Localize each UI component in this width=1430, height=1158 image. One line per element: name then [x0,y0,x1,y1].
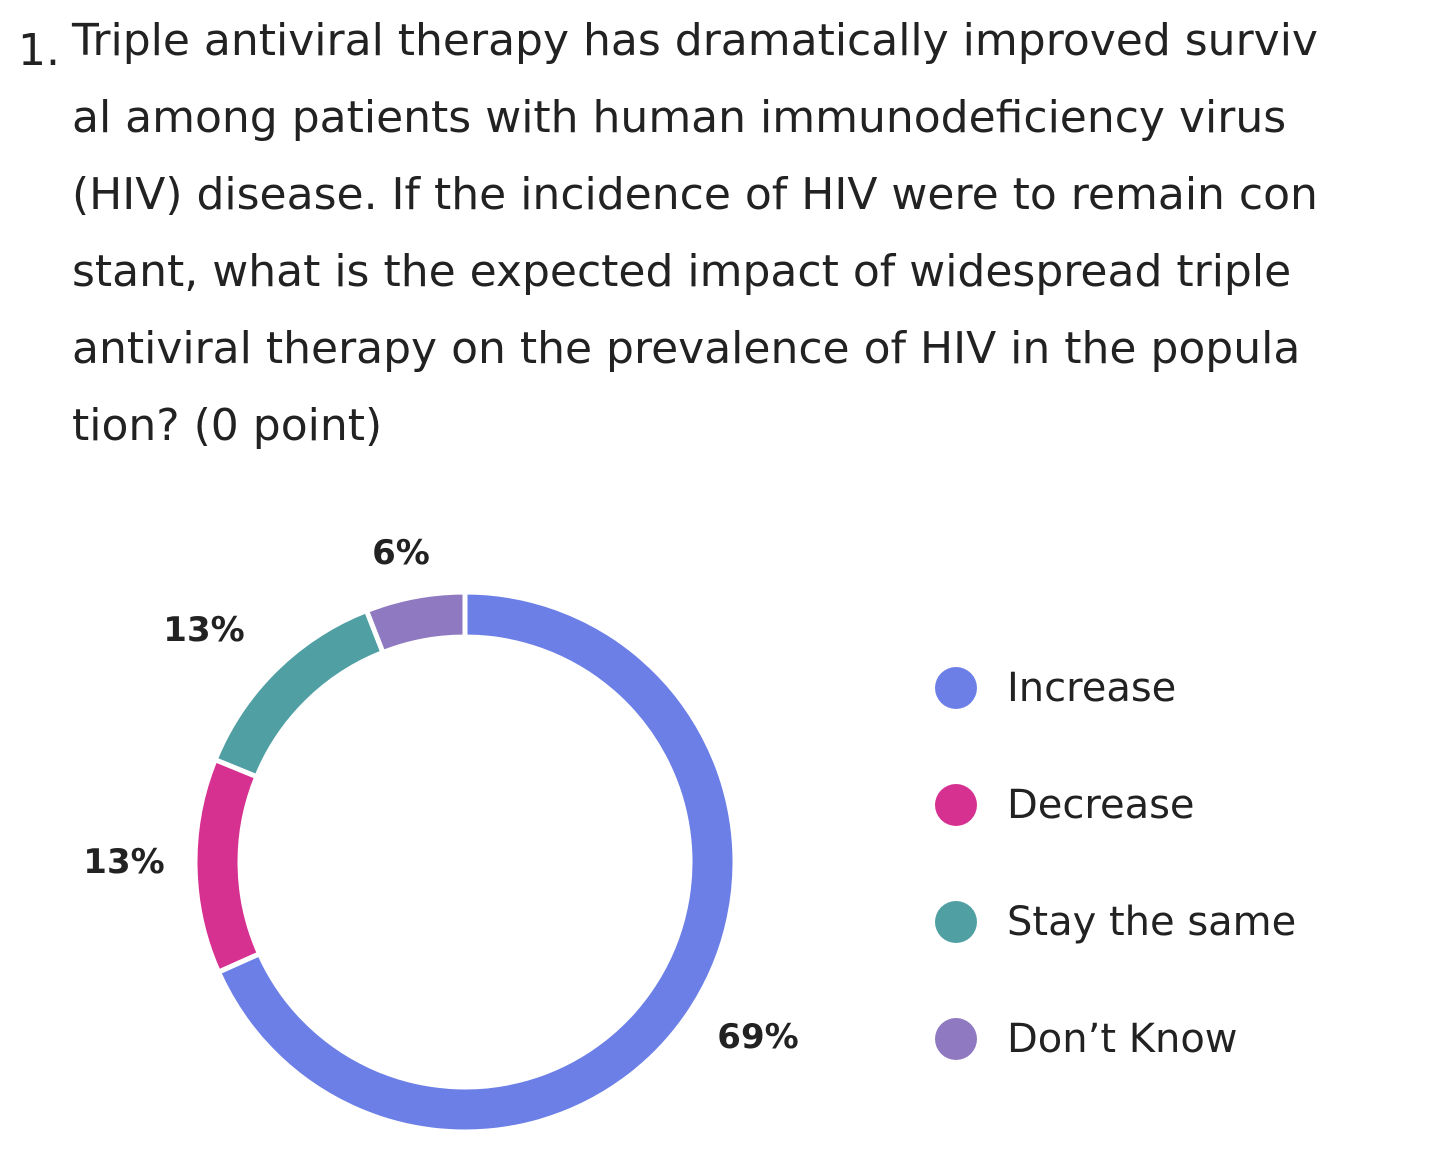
question-number: 1. [18,25,60,76]
legend-swatch [935,667,977,709]
question-line: tion? (0 point) [72,400,383,451]
label-dont-know: 6% [372,533,430,573]
legend-item-stay-the-same: Stay the same [935,892,1296,952]
question-line: antiviral therapy on the prevalence of H… [72,323,1301,374]
question-line: Triple antiviral therapy has dramaticall… [72,15,1318,66]
question-line: (HIV) disease. If the incidence of HIV w… [72,169,1318,220]
slice-dont-know [364,589,468,655]
label-decrease: 13% [83,842,164,882]
legend-item-decrease: Decrease [935,775,1195,835]
legend-label: Decrease [1007,782,1195,828]
legend-label: Don’t Know [1007,1016,1238,1062]
slice-decrease [192,757,263,975]
legend-swatch [935,901,977,943]
slice-increase [215,589,738,1135]
legend-label: Increase [1007,665,1177,711]
label-stay-the-same: 13% [163,610,244,650]
question: 1. Triple antiviral therapy has dramatic… [0,0,1430,470]
legend-swatch [935,1018,977,1060]
legend-item-dont-know: Don’t Know [935,1009,1238,1069]
legend-swatch [935,784,977,826]
question-line: al among patients with human immunodefic… [72,92,1287,143]
legend-item-increase: Increase [935,658,1176,718]
legend-label: Stay the same [1007,899,1297,945]
question-line: stant, what is the expected impact of wi… [72,246,1292,297]
label-increase: 69% [717,1017,798,1057]
